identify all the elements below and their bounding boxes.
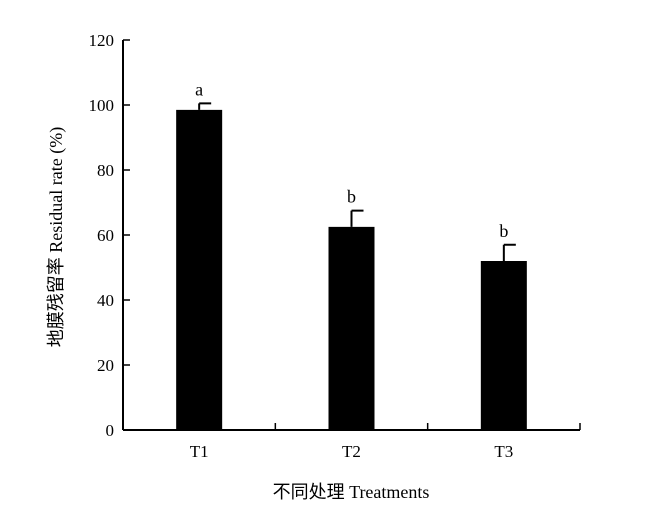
- y-tick-label: 60: [97, 226, 114, 245]
- y-tick-label: 20: [97, 356, 114, 375]
- bar-t2: [328, 226, 375, 430]
- x-axis-title: 不同处理 Treatments: [273, 482, 430, 502]
- bars-layer: [176, 109, 527, 430]
- y-axis-title: 地膜残留率 Residual rate (%): [46, 127, 67, 347]
- bar-t1: [176, 109, 223, 430]
- x-tick-label-t3: T3: [494, 442, 513, 461]
- x-tick-label-t1: T1: [190, 442, 209, 461]
- y-tick-label: 40: [97, 291, 114, 310]
- x-tick-label-t2: T2: [342, 442, 361, 461]
- y-tick-label: 120: [89, 31, 115, 50]
- significance-labels-layer: a b b: [195, 79, 508, 240]
- significance-label-t3: b: [499, 221, 508, 241]
- significance-label-t1: a: [195, 79, 203, 99]
- y-tick-label: 100: [89, 96, 115, 115]
- bar-t3: [480, 261, 527, 430]
- axes-layer: 0 20 40 60 80 100 120 T1 T2 T3: [89, 31, 581, 461]
- error-bars-layer: [198, 102, 516, 261]
- y-tick-label: 80: [97, 161, 114, 180]
- significance-label-t2: b: [347, 187, 356, 207]
- y-tick-label: 0: [106, 421, 115, 440]
